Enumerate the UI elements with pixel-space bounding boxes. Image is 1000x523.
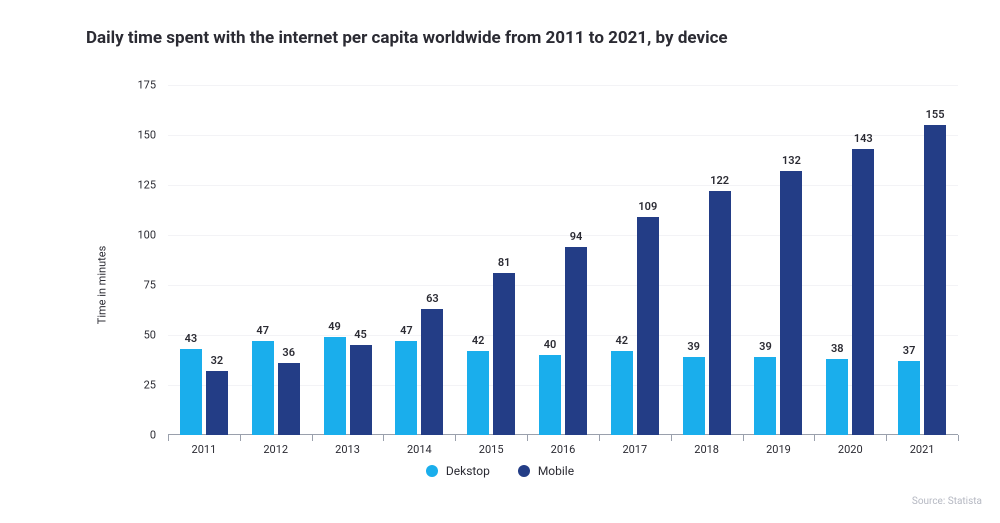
y-tick-label: 100 (137, 229, 156, 242)
bar-mobile: 45 (350, 345, 372, 435)
x-tick-label: 2019 (766, 443, 791, 456)
x-tick-label: 2012 (263, 443, 288, 456)
y-axis-label: Time in minutes (96, 246, 109, 325)
chart-title: Daily time spent with the internet per c… (86, 28, 728, 48)
bar-dekstop: 39 (754, 357, 776, 435)
bar-mobile: 94 (565, 247, 587, 435)
y-tick-label: 25 (144, 379, 156, 392)
bar-value-label: 132 (782, 154, 801, 167)
x-tick-label: 2014 (407, 443, 432, 456)
y-tick-label: 0 (150, 429, 156, 442)
x-tick-label: 2020 (838, 443, 863, 456)
bar-value-label: 45 (354, 328, 367, 341)
x-tick-mark (814, 435, 815, 441)
bar-dekstop: 42 (611, 351, 633, 435)
bar-value-label: 81 (498, 256, 511, 269)
bar-value-label: 47 (400, 324, 413, 337)
legend-item-dekstop[interactable]: Dekstop (426, 464, 490, 478)
x-tick-mark (671, 435, 672, 441)
bar-mobile: 81 (493, 273, 515, 435)
bar-dekstop: 40 (539, 355, 561, 435)
legend-swatch (518, 465, 530, 477)
x-tick-mark (958, 435, 959, 441)
x-tick-label: 2021 (910, 443, 935, 456)
legend-swatch (426, 465, 438, 477)
gridline (168, 85, 958, 86)
plot-area: 0255075100125150175201143322012473620134… (168, 85, 958, 435)
y-tick-label: 175 (137, 79, 156, 92)
bar-value-label: 32 (211, 354, 224, 367)
bar-dekstop: 42 (467, 351, 489, 435)
legend: Dekstop Mobile (0, 464, 1000, 478)
bar-value-label: 40 (544, 338, 557, 351)
legend-label: Mobile (538, 464, 574, 478)
x-tick-mark (455, 435, 456, 441)
bar-value-label: 122 (710, 174, 729, 187)
gridline (168, 135, 958, 136)
x-tick-mark (168, 435, 169, 441)
legend-item-mobile[interactable]: Mobile (518, 464, 574, 478)
bar-value-label: 42 (472, 334, 485, 347)
x-tick-label: 2013 (335, 443, 360, 456)
x-tick-mark (743, 435, 744, 441)
bar-value-label: 109 (638, 200, 657, 213)
x-tick-mark (240, 435, 241, 441)
bar-value-label: 37 (903, 344, 916, 357)
gridline (168, 185, 958, 186)
bar-dekstop: 39 (683, 357, 705, 435)
x-tick-mark (599, 435, 600, 441)
bar-dekstop: 49 (324, 337, 346, 435)
bar-mobile: 36 (278, 363, 300, 435)
bar-value-label: 42 (616, 334, 629, 347)
x-tick-label: 2016 (551, 443, 576, 456)
source-label: Source: Statista (912, 496, 982, 507)
bar-mobile: 63 (421, 309, 443, 435)
bar-value-label: 49 (328, 320, 341, 333)
bar-mobile: 109 (637, 217, 659, 435)
bar-mobile: 32 (206, 371, 228, 435)
bar-value-label: 63 (426, 292, 439, 305)
bar-value-label: 43 (185, 332, 198, 345)
bar-value-label: 38 (831, 342, 844, 355)
x-tick-mark (383, 435, 384, 441)
x-tick-mark (312, 435, 313, 441)
x-tick-label: 2011 (192, 443, 217, 456)
bar-dekstop: 47 (252, 341, 274, 435)
y-tick-label: 75 (144, 279, 156, 292)
gridline (168, 335, 958, 336)
bar-dekstop: 43 (180, 349, 202, 435)
bar-dekstop: 38 (826, 359, 848, 435)
y-tick-label: 150 (137, 129, 156, 142)
legend-label: Dekstop (446, 464, 490, 478)
gridline (168, 285, 958, 286)
x-tick-mark (886, 435, 887, 441)
bar-value-label: 36 (282, 346, 295, 359)
x-tick-label: 2018 (694, 443, 719, 456)
bar-mobile: 132 (780, 171, 802, 435)
bar-value-label: 39 (759, 340, 772, 353)
bar-dekstop: 37 (898, 361, 920, 435)
x-tick-label: 2015 (479, 443, 504, 456)
bar-value-label: 47 (256, 324, 269, 337)
bar-mobile: 143 (852, 149, 874, 435)
x-tick-mark (527, 435, 528, 441)
bar-value-label: 39 (687, 340, 700, 353)
bar-value-label: 94 (570, 230, 583, 243)
bar-mobile: 155 (924, 125, 946, 435)
y-tick-label: 125 (137, 179, 156, 192)
gridline (168, 235, 958, 236)
bar-value-label: 143 (854, 132, 873, 145)
bar-value-label: 155 (926, 108, 945, 121)
x-tick-label: 2017 (622, 443, 647, 456)
bar-mobile: 122 (709, 191, 731, 435)
bar-dekstop: 47 (395, 341, 417, 435)
y-tick-label: 50 (144, 329, 156, 342)
